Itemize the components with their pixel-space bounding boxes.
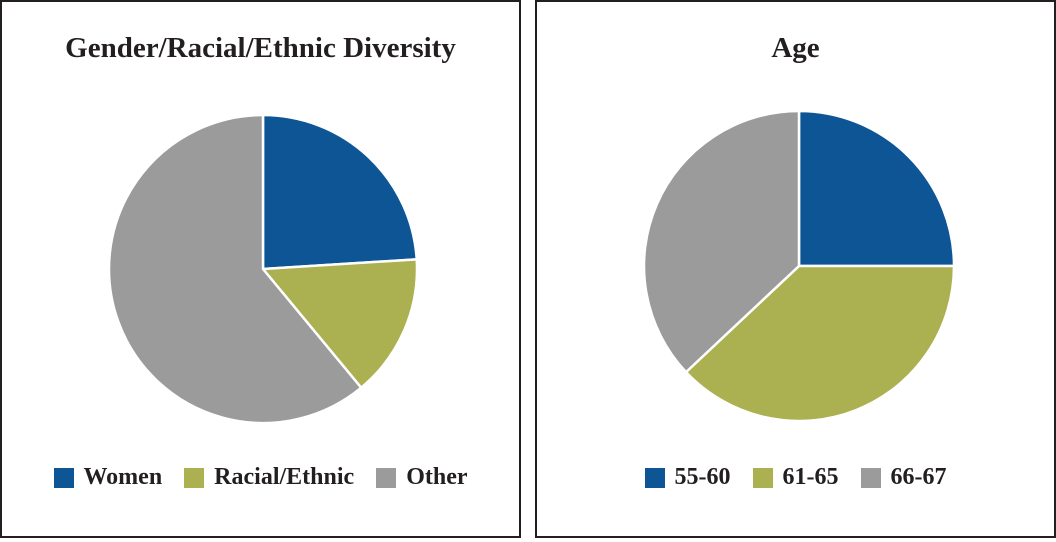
legend-age: 55-60 61-65 66-67 xyxy=(537,464,1054,491)
legend-item-66-67: 66-67 xyxy=(860,464,947,491)
legend-label-women: Women xyxy=(83,464,163,490)
legend-swatch-racial-ethnic xyxy=(184,467,205,488)
legend-item-61-65: 61-65 xyxy=(752,464,839,491)
legend-label-racial-ethnic: Racial/Ethnic xyxy=(214,464,355,490)
pie-slice-other xyxy=(107,113,363,425)
chart-title-diversity: Gender/Racial/Ethnic Diversity xyxy=(65,32,456,64)
pie-slice-61-65 xyxy=(684,264,956,423)
legend-swatch-55-60 xyxy=(644,467,665,488)
legend-diversity: Women Racial/Ethnic Other xyxy=(2,464,519,491)
legend-label-55-60: 55-60 xyxy=(674,464,731,490)
legend-swatch-61-65 xyxy=(752,467,773,488)
pie-slice-66-67 xyxy=(642,109,801,374)
legend-item-55-60: 55-60 xyxy=(644,464,731,491)
legend-swatch-66-67 xyxy=(860,467,881,488)
legend-swatch-women xyxy=(53,467,74,488)
legend-label-66-67: 66-67 xyxy=(890,464,947,490)
chart-title-age: Age xyxy=(771,32,820,64)
pie-slice-women xyxy=(261,113,419,271)
pie-slice-55-60 xyxy=(797,109,956,268)
pie-slice-racial-ethnic xyxy=(260,258,419,390)
legend-item-racial-ethnic: Racial/Ethnic xyxy=(184,464,354,491)
legend-label-61-65: 61-65 xyxy=(782,464,839,490)
legend-label-other: Other xyxy=(406,464,468,490)
chart-panel-age: Age 55-60 61-65 66-67 xyxy=(535,0,1056,538)
pie-chart-diversity xyxy=(107,113,419,425)
legend-swatch-other xyxy=(376,467,397,488)
pie-chart-age xyxy=(642,109,956,423)
legend-item-other: Other xyxy=(376,464,468,491)
chart-panel-diversity: Gender/Racial/Ethnic Diversity Women Rac… xyxy=(0,0,521,538)
legend-item-women: Women xyxy=(53,464,163,491)
